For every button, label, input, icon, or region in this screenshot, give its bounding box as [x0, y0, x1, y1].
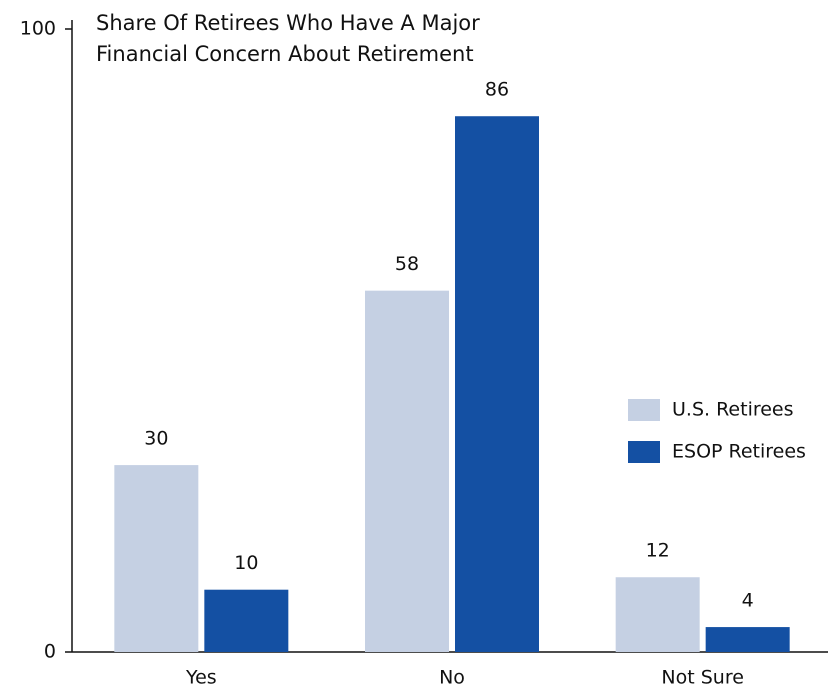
value-label: 30 [144, 428, 168, 450]
bar [365, 290, 449, 652]
legend-label: U.S. Retirees [672, 399, 794, 421]
bar [615, 577, 700, 652]
bar [455, 116, 539, 653]
y-tick-label: 100 [20, 18, 56, 40]
value-label: 58 [395, 253, 419, 275]
y-tick-label: 0 [44, 641, 56, 663]
value-label: 86 [485, 79, 509, 101]
x-tick-label: No [439, 667, 465, 689]
bar [705, 627, 790, 652]
value-label: 10 [234, 552, 258, 574]
bar [114, 465, 199, 652]
value-label: 4 [742, 590, 754, 612]
x-tick-label: Not Sure [661, 667, 744, 689]
bar [204, 589, 289, 652]
legend-swatch [628, 399, 660, 421]
x-tick-label: Yes [185, 667, 217, 689]
legend-swatch [628, 441, 660, 463]
legend-label: ESOP Retirees [672, 441, 806, 463]
value-label: 12 [646, 540, 670, 562]
chart-title: Share Of Retirees Who Have A Major Finan… [96, 11, 480, 66]
